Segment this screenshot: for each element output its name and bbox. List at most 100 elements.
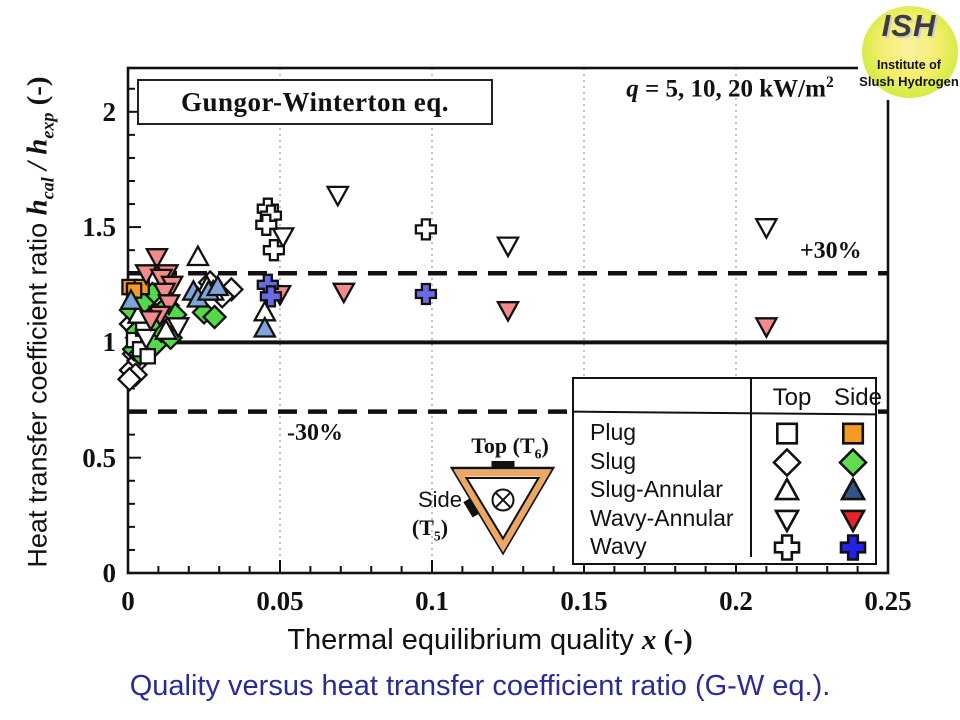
test-section-inset-diagram — [449, 461, 556, 556]
y-tick-label: 0.5 — [82, 442, 116, 473]
y-axis-label-text: Heat transfer coefficient ratio — [22, 215, 53, 568]
legend-marker-shape — [773, 509, 801, 534]
legend-label: Plug — [590, 419, 637, 445]
data-point — [259, 285, 283, 308]
y-axis-slash: / — [21, 154, 54, 178]
y-axis-h-cal: hcal — [21, 177, 58, 216]
x-axis-variable: x — [641, 624, 657, 656]
tube-orange-band — [453, 469, 552, 553]
x-tick-label: 0.15 — [560, 586, 608, 616]
y-tick-label: 1.5 — [82, 212, 116, 243]
plus30-annotation: +30% — [800, 238, 862, 264]
data-point — [116, 366, 143, 392]
legend-top-marker-square-icon — [776, 422, 799, 445]
data-point — [156, 294, 182, 317]
heat-flux-exponent: 2 — [825, 74, 834, 91]
y-axis-unit: (-) — [21, 76, 54, 113]
series-wavy-side — [256, 273, 438, 308]
ish-logo-circle — [862, 6, 958, 98]
ish-logo-line2: Slush Hydrogen — [859, 74, 959, 89]
legend-header-top: Top — [772, 384, 812, 411]
legend-row-slug-annular: Slug-Annular — [574, 476, 875, 505]
data-point — [331, 282, 356, 305]
data-point — [138, 310, 163, 333]
data-point — [166, 317, 191, 340]
chart-canvas — [116, 66, 890, 575]
data-point — [325, 185, 350, 208]
side-heater-mark — [463, 498, 479, 518]
data-point — [205, 274, 230, 297]
legend-marker-shape — [839, 476, 867, 501]
heat-flux-label: q = 5, 10, 20 kW/m2 — [600, 74, 860, 103]
legend-side-marker-triangle-up-icon — [839, 476, 867, 501]
data-point — [495, 236, 521, 259]
series-wavy-annular-top — [134, 185, 779, 351]
legend-label: Slug — [590, 447, 637, 474]
legend-label: Slug-Annular — [590, 476, 723, 503]
data-point — [754, 218, 779, 240]
axis-ticks — [127, 87, 889, 574]
legend-top-marker-diamond-icon — [772, 447, 802, 477]
legend-marker-shape — [842, 422, 865, 445]
legend-header-side: Side — [833, 384, 883, 411]
legend-top-marker-cross-icon — [773, 534, 801, 562]
legend-marker-shape — [772, 447, 802, 477]
data-point — [118, 288, 144, 310]
equation-title: Gungor-Winterton eq. — [180, 87, 449, 117]
heat-flux-variable: q — [626, 75, 639, 103]
legend-label: Wavy — [590, 533, 647, 560]
y-tick-label: 2 — [102, 96, 117, 127]
series-slug-annular-side — [118, 274, 277, 338]
data-point — [134, 328, 159, 351]
legend-side-marker-triangle-down-icon — [839, 509, 867, 534]
scatter-points — [116, 185, 779, 392]
data-point — [495, 301, 521, 323]
legend-marker-shape — [839, 509, 867, 534]
legend: Top Side Plug Slug Slug-Annular Wavy-Annula… — [572, 377, 882, 565]
data-point — [201, 304, 228, 330]
y-tick-label: 1 — [102, 327, 117, 358]
data-point — [270, 227, 296, 250]
legend-row-plug: Plug — [574, 419, 875, 448]
legend-marker-shape — [773, 534, 801, 562]
data-point — [152, 282, 177, 305]
ish-logo: ISH Institute of Slush Hydrogen — [858, 0, 960, 100]
y-tick-label: 0 — [102, 558, 117, 588]
x-tick-label: 0.25 — [864, 586, 912, 616]
data-point — [414, 282, 438, 306]
ish-logo-title: ISH — [881, 8, 937, 43]
slide-caption: Quality versus heat transfer coefficient… — [129, 670, 831, 702]
legend-side-marker-square-icon — [842, 422, 865, 445]
ish-logo-line1: Institute of — [877, 58, 941, 72]
data-point — [255, 213, 278, 236]
legend-side-marker-diamond-icon — [838, 447, 868, 477]
legend-marker-shape — [776, 422, 799, 445]
legend-side-marker-cross-icon — [839, 534, 867, 562]
legend-row-slug: Slug — [574, 447, 875, 477]
top-heater-mark — [491, 461, 515, 469]
legend-row-wavy-annular: Wavy-Annular — [574, 505, 875, 534]
x-tick-label: 0.1 — [415, 586, 449, 616]
inset-side-label: Side — [417, 487, 462, 512]
equation-title-box: Gungor-Winterton eq. — [137, 79, 493, 125]
x-tick-label: 0.05 — [256, 586, 304, 616]
legend-top-marker-triangle-down-icon — [773, 509, 801, 534]
heat-flux-values: = 5, 10, 20 kW/m — [638, 75, 826, 103]
x-axis-label: Thermal equilibrium quality x (-) — [120, 624, 860, 657]
legend-column-divider — [750, 379, 752, 557]
data-point — [153, 318, 179, 340]
legend-row-wavy: Wavy — [574, 533, 875, 562]
data-point — [754, 317, 779, 340]
series-wavy-top — [255, 197, 438, 262]
y-axis-h-exp: hexp — [21, 112, 58, 155]
data-point — [139, 347, 157, 365]
legend-marker-shape — [773, 476, 801, 501]
data-point — [262, 239, 286, 262]
flow-icon-x2 — [495, 492, 511, 508]
inset-side-thermocouple-label: (T5) — [411, 515, 449, 544]
data-point — [414, 218, 438, 241]
inset-top-label: Top (T6) — [471, 433, 549, 462]
data-point — [144, 248, 169, 270]
x-axis-unit: (-) — [656, 624, 693, 656]
